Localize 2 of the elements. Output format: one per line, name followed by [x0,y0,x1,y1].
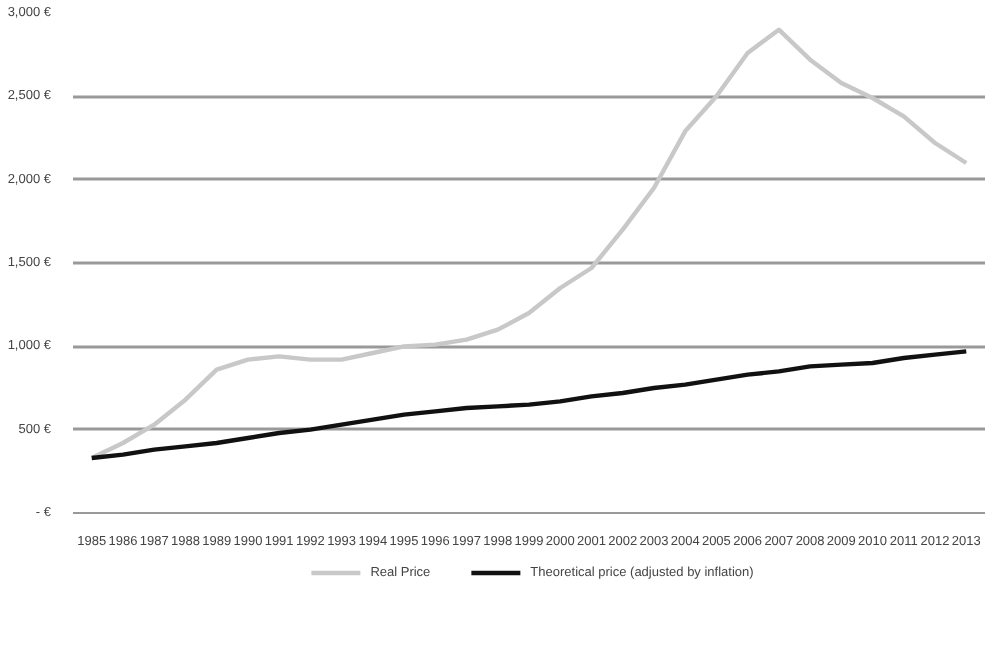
line-series [89,27,969,461]
line-series [89,349,969,461]
